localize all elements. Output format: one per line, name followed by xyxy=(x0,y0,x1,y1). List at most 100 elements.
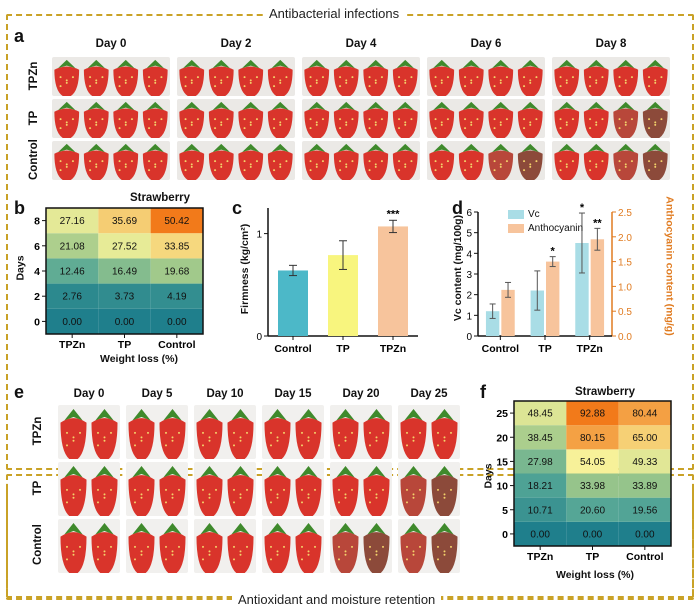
heatmap-cell-value: 50.42 xyxy=(164,216,189,227)
c-y-tick-label: 0 xyxy=(256,332,262,343)
heatmap-cell xyxy=(618,401,671,426)
strawberry-photo xyxy=(58,405,120,459)
day-label: Day 8 xyxy=(595,38,627,50)
strawberry-photo xyxy=(194,462,256,516)
heatmap-cell xyxy=(46,308,99,334)
c-y-tick-label: 1 xyxy=(256,230,262,241)
strawberry-photo xyxy=(194,519,256,573)
d-x-tick-label: TP xyxy=(538,343,551,355)
heatmap-cell-value: 27.52 xyxy=(112,241,137,252)
d-y-tick-label-right: 2.5 xyxy=(618,208,632,219)
heatmap-cell xyxy=(514,449,567,474)
day-label: Day 10 xyxy=(206,388,244,400)
day-label: Day 0 xyxy=(73,388,105,400)
heatmap-cell-value: 2.76 xyxy=(62,292,82,303)
heatmap-cell-value: 19.56 xyxy=(632,505,657,516)
heatmap-cell xyxy=(566,401,619,426)
panel-d-legend: Vc Anthocyanin xyxy=(508,208,583,236)
y-tick-label: 2 xyxy=(34,291,40,303)
panel-label-b: b xyxy=(14,198,25,218)
d-significance: * xyxy=(551,246,556,258)
heatmap-cell xyxy=(566,521,619,546)
heatmap-cell-value: 18.21 xyxy=(528,481,553,492)
heatmap-cell-value: 20.60 xyxy=(580,505,605,516)
heatmap-cell xyxy=(618,449,671,474)
heatmap-cell xyxy=(98,208,151,234)
panel-f-ylabel: Days xyxy=(482,463,495,489)
c-significance: *** xyxy=(387,208,401,220)
heatmap-cell xyxy=(566,497,619,522)
heatmap-cell-value: 19.68 xyxy=(164,267,189,278)
strawberry-photo xyxy=(262,462,324,516)
heatmap-cell-value: 0.00 xyxy=(635,529,655,540)
strawberry-photo xyxy=(262,405,324,459)
heatmap-cell-value: 21.08 xyxy=(60,241,85,252)
heatmap-cell xyxy=(566,425,619,450)
heatmap-cell xyxy=(566,473,619,498)
heatmap-cell xyxy=(98,258,151,284)
strawberry-photo xyxy=(552,99,670,138)
d-significance: ** xyxy=(593,217,602,229)
panel-b-ylabel: Days xyxy=(14,255,27,281)
strawberry-photo xyxy=(58,519,120,573)
heatmap-cell xyxy=(98,283,151,309)
heatmap-cell xyxy=(618,521,671,546)
legend-item-anthocyanin: Anthocyanin xyxy=(508,222,583,236)
heatmap-cell-value: 92.88 xyxy=(580,409,605,420)
heatmap-cell-value: 65.00 xyxy=(632,433,657,444)
d-bar xyxy=(575,243,589,336)
heatmap-cell xyxy=(514,521,567,546)
panel-b-xlabel: Weight loss (%) xyxy=(100,353,178,365)
panel-d-ylabel-right: Anthocyanin content (mg/g) xyxy=(663,196,676,336)
y-tick-label: 8 xyxy=(34,216,40,228)
heatmap-cell-value: 0.00 xyxy=(583,529,603,540)
top-section-title: Antibacterial infections xyxy=(263,6,406,21)
d-y-tick-label-left: 4 xyxy=(466,249,472,260)
y-tick-label: 20 xyxy=(496,432,508,444)
panel-label-e: e xyxy=(14,382,25,402)
heatmap-cell-value: 27.98 xyxy=(528,457,553,468)
heatmap-cell-value: 33.98 xyxy=(580,481,605,492)
strawberry-photo xyxy=(330,462,392,516)
x-tick-label: Control xyxy=(158,339,195,351)
d-y-tick-label-right: 1.0 xyxy=(618,282,632,293)
heatmap-cell-value: 16.49 xyxy=(112,267,137,278)
strawberry-photo xyxy=(398,405,460,459)
x-tick-label: Control xyxy=(626,551,663,563)
strawberry-photo xyxy=(52,141,170,180)
heatmap-cell-value: 48.45 xyxy=(528,409,553,420)
heatmap-cell xyxy=(514,497,567,522)
y-tick-label: 10 xyxy=(496,481,508,493)
y-tick-label: 0 xyxy=(34,316,40,328)
strawberry-photo xyxy=(330,405,392,459)
legend-item-vc: Vc xyxy=(508,208,583,222)
heatmap-cell xyxy=(150,283,203,309)
strawberry-photo xyxy=(194,405,256,459)
heatmap-cell xyxy=(46,258,99,284)
heatmap-cell-value: 33.89 xyxy=(632,481,657,492)
strawberry-photo xyxy=(552,57,670,96)
heatmap-cell-value: 12.46 xyxy=(60,267,85,278)
day-label: Day 15 xyxy=(274,388,312,400)
d-x-tick-label: Control xyxy=(482,343,519,355)
heatmap-cell xyxy=(514,401,567,426)
d-bar xyxy=(501,289,515,336)
day-label: Day 4 xyxy=(345,38,377,50)
day-label: Day 6 xyxy=(470,38,502,50)
day-label: Day 0 xyxy=(95,38,127,50)
panel-f-xlabel: Weight loss (%) xyxy=(556,569,634,581)
strawberry-photo xyxy=(427,99,545,138)
c-x-tick-label: Control xyxy=(274,343,311,355)
heatmap-cell-value: 0.00 xyxy=(530,529,550,540)
heatmap-cell xyxy=(150,308,203,334)
d-y-tick-label-left: 3 xyxy=(466,270,472,281)
strawberry-photo xyxy=(302,99,420,138)
d-y-tick-label-right: 0.0 xyxy=(618,332,632,343)
x-tick-label: TP xyxy=(118,339,131,351)
heatmap-cell xyxy=(150,233,203,259)
c-x-tick-label: TP xyxy=(336,343,349,355)
heatmap-cell xyxy=(514,425,567,450)
panel-label-f: f xyxy=(480,382,486,402)
legend-swatch-anthocyanin xyxy=(508,223,524,233)
y-tick-label: 25 xyxy=(496,408,508,420)
